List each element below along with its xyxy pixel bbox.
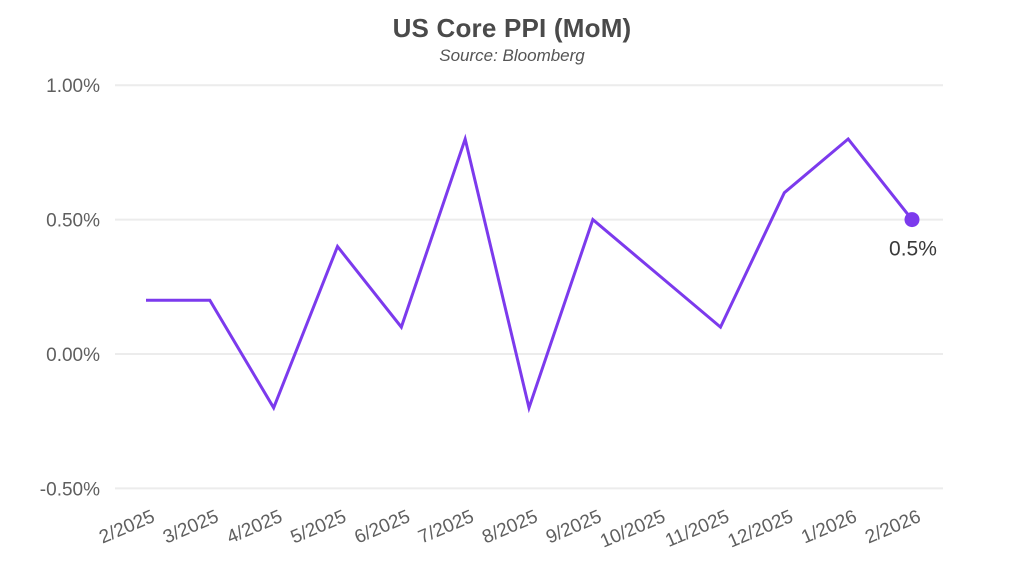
y-axis-tick-label: -0.50% bbox=[40, 479, 100, 500]
y-axis-tick-label: 0.50% bbox=[46, 211, 100, 232]
x-axis-tick-label: 7/2025 bbox=[415, 506, 477, 548]
last-point-value-label: 0.5% bbox=[889, 238, 937, 261]
x-axis-tick-label: 10/2025 bbox=[597, 506, 668, 552]
x-axis-tick-label: 2/2025 bbox=[96, 506, 158, 548]
y-axis-tick-label: 1.00% bbox=[46, 76, 100, 97]
x-axis-tick-label: 1/2026 bbox=[798, 506, 860, 548]
x-axis-tick-label: 9/2025 bbox=[543, 506, 605, 548]
x-axis-tick-label: 3/2025 bbox=[160, 506, 222, 548]
x-axis-tick-label: 12/2025 bbox=[725, 506, 796, 552]
y-axis-tick-label: 0.00% bbox=[46, 345, 100, 366]
x-axis-tick-label: 8/2025 bbox=[479, 506, 541, 548]
x-axis-tick-label: 11/2025 bbox=[662, 506, 732, 552]
x-axis-tick-label: 5/2025 bbox=[288, 506, 350, 548]
chart-title: US Core PPI (MoM) bbox=[392, 13, 632, 43]
series-line bbox=[146, 133, 914, 414]
last-point-marker bbox=[904, 212, 920, 228]
x-axis-tick-label: 6/2025 bbox=[352, 506, 414, 548]
x-axis-tick-label: 4/2025 bbox=[224, 506, 286, 548]
x-axis-tick-label: 2/2026 bbox=[862, 506, 924, 548]
chart-subtitle: Source: Bloomberg bbox=[439, 46, 585, 65]
